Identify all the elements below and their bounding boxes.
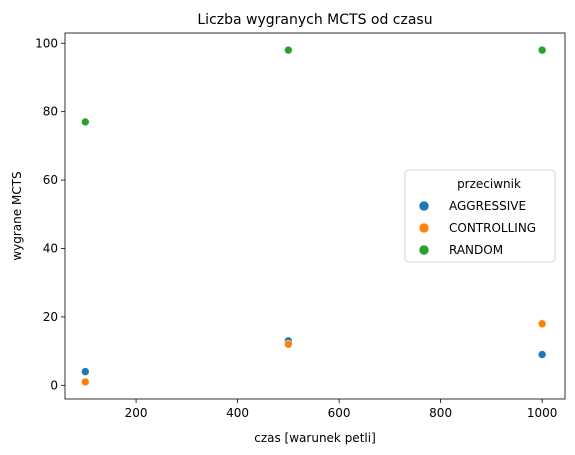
legend-label-controlling: CONTROLLING (449, 221, 536, 235)
legend-items: AGGRESSIVE CONTROLLING RANDOM (418, 199, 536, 257)
y-tick-label: 20 (43, 310, 58, 324)
x-tick-label: 600 (328, 406, 351, 420)
legend: przeciwnik AGGRESSIVE CONTROLLING RANDOM (404, 169, 556, 263)
chart-title: Liczba wygranych MCTS od czasu (197, 12, 432, 28)
legend-box (404, 169, 556, 263)
legend-marker-aggressive (418, 200, 430, 212)
x-tick-label: 200 (125, 406, 148, 420)
y-axis-label: wygrane MCTS (10, 171, 24, 260)
legend-marker-controlling (418, 222, 430, 234)
y-tick-label: 80 (43, 105, 58, 119)
y-tick-label: 40 (43, 241, 58, 255)
y-tick-label: 0 (50, 378, 58, 392)
axis-ticks: 200 400 600 800 1000 0 20 40 60 80 100 (35, 36, 557, 420)
x-tick-label: 400 (226, 406, 249, 420)
data-points (81, 45, 547, 387)
data-point-controlling (537, 319, 547, 329)
data-point-controlling (284, 339, 293, 349)
data-point-controlling (81, 377, 90, 387)
x-axis-label: czas [warunek petli] (254, 431, 376, 445)
data-point-random (537, 45, 547, 55)
y-tick-label: 60 (43, 173, 58, 187)
data-point-random (81, 117, 90, 127)
legend-label-aggressive: AGGRESSIVE (449, 199, 526, 213)
data-point-aggressive (81, 367, 90, 376)
x-tick-label: 800 (429, 406, 452, 420)
x-tick-label: 1000 (527, 406, 558, 420)
legend-label-random: RANDOM (449, 243, 503, 257)
data-point-aggressive (537, 350, 547, 359)
plot-frame (64, 32, 566, 400)
data-point-random (284, 45, 293, 55)
legend-marker-random (418, 244, 430, 256)
legend-title: przeciwnik (457, 177, 521, 191)
y-tick-label: 100 (35, 36, 58, 50)
